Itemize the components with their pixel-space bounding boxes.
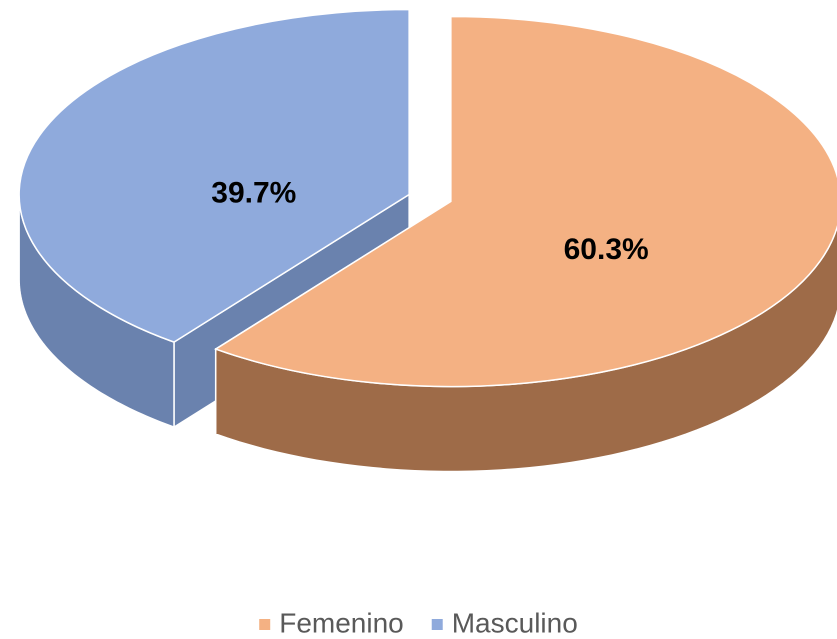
legend-label: Femenino	[279, 607, 404, 638]
legend: Femenino Masculino	[259, 607, 578, 638]
slice	[214, 15, 837, 388]
legend-label: Masculino	[452, 607, 578, 638]
value-label: 60.3%	[564, 233, 649, 266]
slice	[18, 8, 410, 343]
slice-tops: 60.3% 39.7%	[18, 8, 837, 388]
legend-swatch	[259, 619, 271, 630]
legend-swatch	[431, 619, 443, 630]
value-label: 39.7%	[211, 177, 296, 210]
